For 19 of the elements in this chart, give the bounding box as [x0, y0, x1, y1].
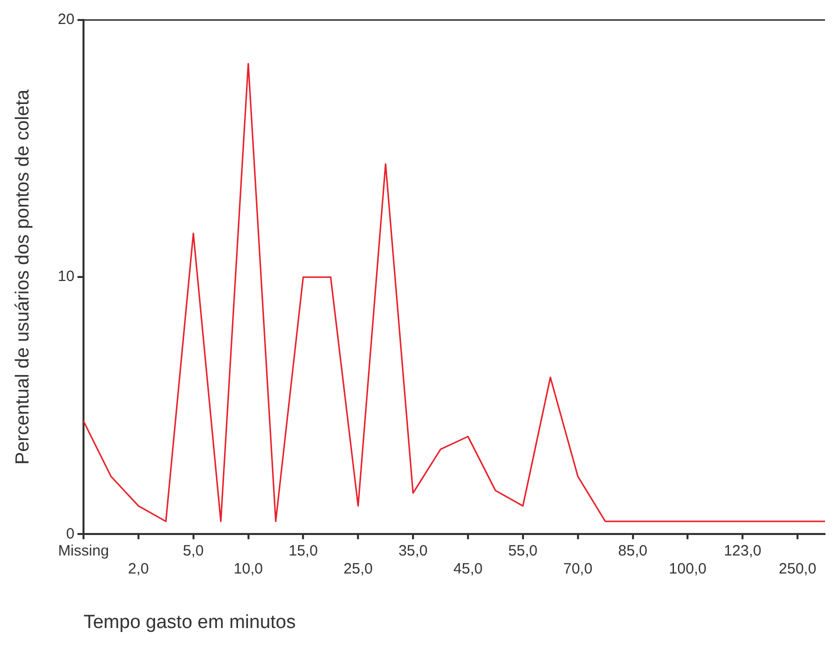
y-axis-title: Percentual de usuários dos pontos de coleta — [12, 89, 34, 465]
x-tick-label: 2,0 — [128, 560, 149, 578]
x-tick-label: Missing — [58, 542, 109, 560]
y-tick-label: 0 — [66, 525, 74, 542]
x-tick-label: 123,0 — [724, 542, 762, 560]
x-tick-label: 70,0 — [563, 560, 592, 578]
y-tick-label: 10 — [58, 268, 74, 286]
x-tick-label: 100,0 — [668, 560, 706, 578]
x-tick-label: 85,0 — [618, 542, 648, 560]
x-tick-label: 55,0 — [508, 542, 538, 560]
y-tick-label: 20 — [58, 11, 74, 28]
x-tick-label: 45,0 — [453, 560, 483, 578]
x-tick-label: 35,0 — [398, 542, 428, 560]
x-axis-title: Tempo gasto em minutos — [83, 612, 296, 633]
x-tick-label: 5,0 — [182, 542, 204, 560]
x-tick-label: 250,0 — [778, 560, 816, 578]
x-tick-label: 25,0 — [344, 560, 373, 578]
x-tick-label: 10,0 — [234, 560, 263, 578]
x-tick-label: 15,0 — [288, 542, 318, 560]
